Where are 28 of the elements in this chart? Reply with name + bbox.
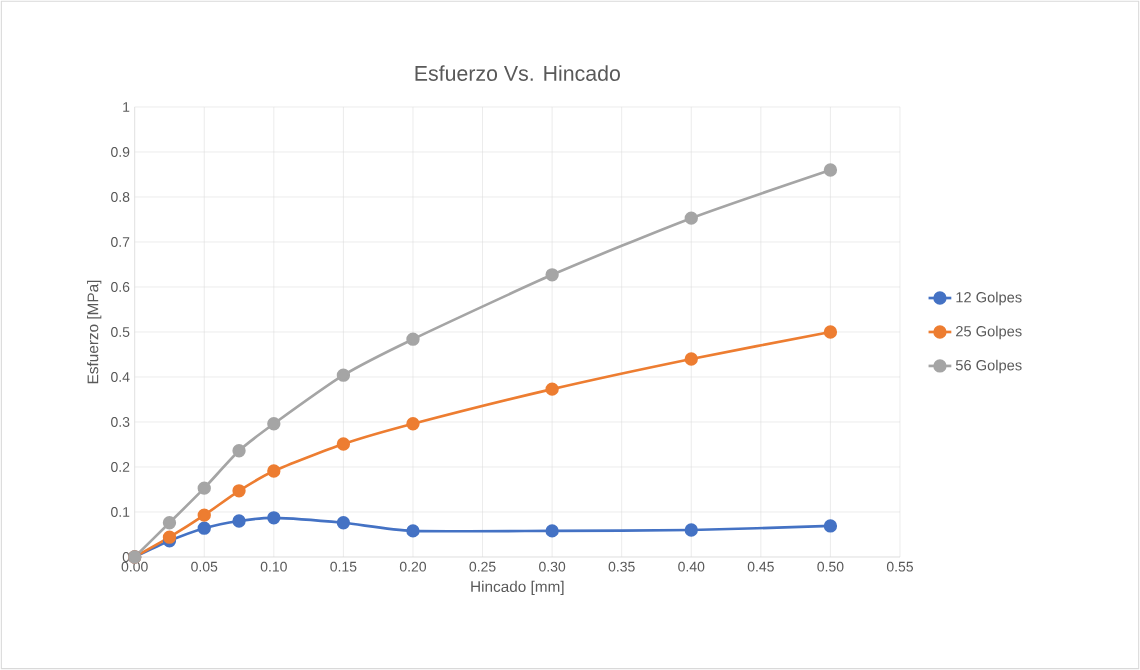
x-tick-label: 0.10 xyxy=(260,561,287,572)
y-tick-label: 1 xyxy=(123,102,130,112)
y-tick-label: 0.9 xyxy=(111,147,130,157)
legend-label: 25 Golpes xyxy=(956,325,1022,340)
x-tick-label: 0.35 xyxy=(608,561,635,572)
x-tick-label: 0.20 xyxy=(399,561,427,572)
y-tick-label: 0.6 xyxy=(111,282,130,292)
x-tick-label: 0.05 xyxy=(191,561,218,572)
x-axis-title: Hincado [mm] xyxy=(471,580,564,596)
y-tick-label: 0.8 xyxy=(111,192,130,202)
y-tick-label: 0.1 xyxy=(111,507,130,517)
y-tick-label: 0.4 xyxy=(111,372,130,382)
y-tick-label: 0.7 xyxy=(111,237,130,247)
x-tick-label: 0.30 xyxy=(539,561,566,572)
legend-label: 56 Golpes xyxy=(955,359,1022,374)
chart-title: Esfuerzo Vs. Hincado xyxy=(415,65,620,81)
x-tick-label: 0.15 xyxy=(330,561,357,572)
x-tick-label: 0.25 xyxy=(469,561,496,572)
y-tick-label: 0.3 xyxy=(111,417,130,427)
y-tick-label: 0.5 xyxy=(111,327,130,337)
x-tick-label: 0.45 xyxy=(747,561,774,572)
y-axis-title: Esfuerzo [MPa] xyxy=(87,280,102,384)
x-tick-label: 0.55 xyxy=(886,561,914,572)
x-tick-label: 0.00 xyxy=(121,561,148,572)
x-tick-label: 0.50 xyxy=(817,561,844,572)
x-tick-label: 0.40 xyxy=(678,561,705,572)
y-tick-label: 0.2 xyxy=(111,462,130,472)
legend-label: 12 Golpes xyxy=(956,291,1022,306)
